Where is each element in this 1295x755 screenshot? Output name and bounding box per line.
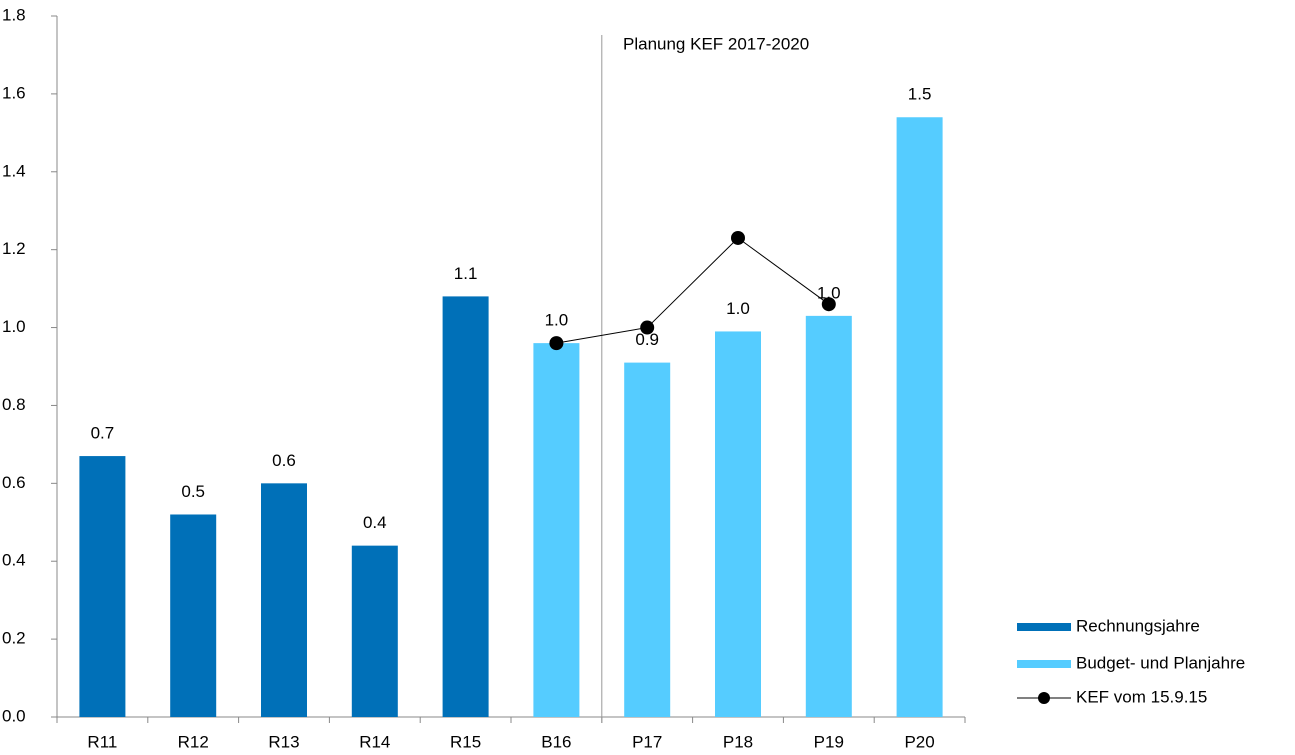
value-label: 0.7 <box>91 424 115 443</box>
y-tick-label: 1.6 <box>2 83 26 102</box>
value-label: 1.0 <box>817 283 841 302</box>
x-tick-label: R12 <box>178 732 209 751</box>
value-label: 1.1 <box>454 264 478 283</box>
line <box>556 237 830 344</box>
x-tick-label: B16 <box>541 732 571 751</box>
legend-swatch <box>1017 660 1071 668</box>
bar <box>170 514 217 717</box>
line-point <box>640 320 655 335</box>
value-label: 1.5 <box>908 85 932 104</box>
value-label: 0.5 <box>181 482 205 501</box>
x-tick-label: R13 <box>268 732 299 751</box>
bar <box>351 545 398 717</box>
bar <box>442 296 489 717</box>
bar <box>624 362 671 717</box>
legend-label: Budget- und Planjahre <box>1076 653 1245 672</box>
x-tick-label: R14 <box>359 732 390 751</box>
bar <box>533 343 580 717</box>
bar <box>715 331 761 717</box>
legend-label: KEF vom 15.9.15 <box>1076 687 1207 706</box>
y-tick-label: 0.2 <box>2 629 26 648</box>
value-label: 0.9 <box>635 330 659 349</box>
x-tick-label: P19 <box>814 732 844 751</box>
legend-swatch <box>1017 623 1071 631</box>
y-tick-label: 0.0 <box>2 706 26 725</box>
y-tick-label: 0.8 <box>2 395 26 414</box>
bar <box>261 483 307 717</box>
legend-label: Rechnungsjahre <box>1076 616 1200 635</box>
bar <box>896 117 943 717</box>
annotation: Planung KEF 2017-2020 <box>623 34 809 53</box>
y-tick-label: 1.0 <box>2 317 26 336</box>
line-point <box>549 336 564 351</box>
legend-swatch <box>1038 692 1050 704</box>
line-point <box>731 230 745 245</box>
y-tick-label: 1.4 <box>2 161 26 180</box>
x-tick-label: P18 <box>723 732 753 751</box>
x-tick-label: P17 <box>632 732 662 751</box>
x-tick-label: R11 <box>87 732 117 751</box>
x-tick-label: R15 <box>450 732 481 751</box>
value-label: 1.0 <box>545 311 569 330</box>
value-label: 0.4 <box>363 513 387 532</box>
value-label: 0.6 <box>272 451 296 470</box>
y-tick-label: 1.2 <box>2 239 26 258</box>
bar <box>79 456 126 717</box>
x-tick-label: P20 <box>904 732 934 751</box>
y-tick-label: 0.6 <box>2 473 26 492</box>
bar <box>805 315 852 717</box>
y-tick-label: 0.4 <box>2 551 26 570</box>
line-point <box>821 297 836 312</box>
value-label: 1.0 <box>726 299 750 318</box>
y-tick-label: 1.8 <box>2 5 26 24</box>
